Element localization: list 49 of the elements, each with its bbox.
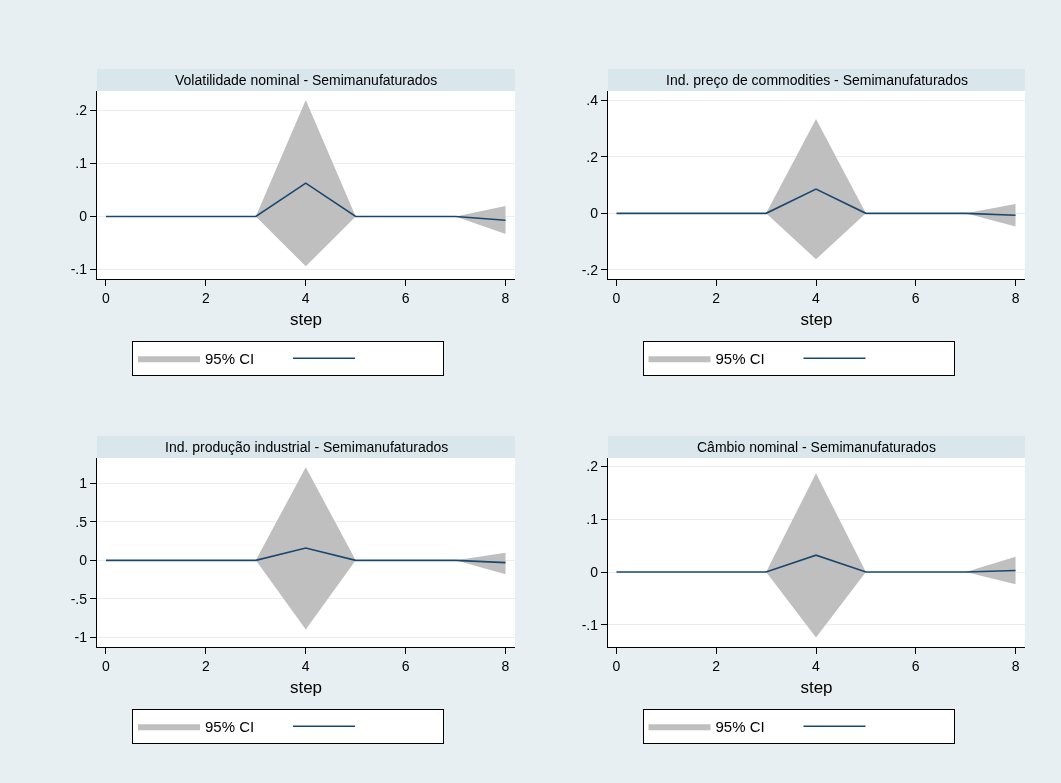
chart-title: Ind. produção industrial - Semimanufaturados [165,439,449,455]
x-tick-label: 6 [401,657,410,674]
x-tick-label: 4 [301,289,310,306]
y-tick-label: .5 [75,513,88,530]
y-tick-label: 1 [79,475,88,492]
y-tick-label: .1 [75,155,88,172]
x-tick-label: 8 [1011,657,1020,674]
x-tick-label: 6 [911,657,920,674]
x-tick-label: 4 [812,657,821,674]
chart-title: Câmbio nominal - Semimanufaturados [697,439,936,455]
x-tick-label: 6 [401,289,410,306]
y-tick-label: 0 [590,205,599,222]
chart-title: Ind. preço de commodities - Semimanufaturados [666,72,968,88]
y-tick-label: .2 [75,102,88,119]
text: 95% CI [715,350,765,368]
y-tick-label: -.1 [581,616,599,633]
y-tick-label: .1 [586,511,599,528]
x-tick-label: 0 [612,289,621,306]
x-axis-title: step [289,678,323,698]
y-tick-label: -.2 [581,261,599,278]
y-tick-label: .4 [586,92,599,109]
x-tick-label: 4 [301,657,310,674]
y-tick-label: .2 [586,458,599,475]
text: 95% CI [205,350,255,368]
chart-title: Volatilidade nominal - Semimanufaturados [175,72,438,88]
text: 95% CI [715,718,765,736]
x-tick-label: 8 [501,657,510,674]
x-tick-label: 6 [911,289,920,306]
x-axis-title: step [289,310,323,330]
y-tick-label: .2 [586,148,599,165]
x-tick-label: 8 [1011,289,1020,306]
x-tick-label: 2 [201,657,210,674]
x-tick-label: 8 [501,289,510,306]
x-tick-label: 0 [102,657,111,674]
x-tick-label: 2 [712,657,721,674]
y-tick-label: -.5 [70,590,88,607]
x-tick-label: 2 [201,289,210,306]
y-tick-label: 0 [79,208,88,225]
text: 95% CI [205,718,255,736]
x-axis-title: step [800,678,833,698]
y-tick-label: 0 [79,552,88,569]
x-tick-label: 2 [712,289,721,306]
x-axis-title: step [800,310,833,330]
x-tick-label: 0 [102,289,111,306]
x-tick-label: 4 [812,289,821,306]
y-tick-label: 0 [590,563,599,580]
y-tick-label: -.1 [70,261,88,278]
y-tick-label: -1 [74,629,88,646]
x-tick-label: 0 [612,657,621,674]
